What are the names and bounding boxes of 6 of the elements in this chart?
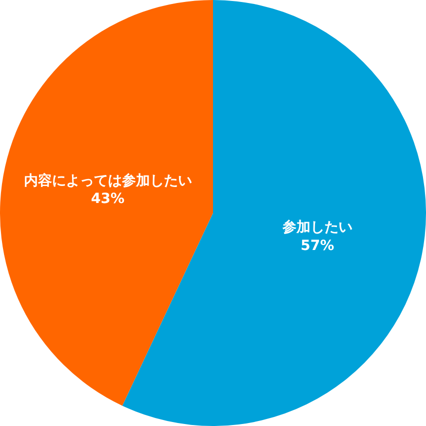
slice-label: 内容によっては参加したい xyxy=(24,172,192,189)
pie-slice xyxy=(0,0,213,406)
slice-label: 参加したい xyxy=(281,218,352,236)
data-label: 57% xyxy=(300,238,334,254)
pie-slice xyxy=(122,0,426,426)
data-label: 43% xyxy=(91,191,125,208)
